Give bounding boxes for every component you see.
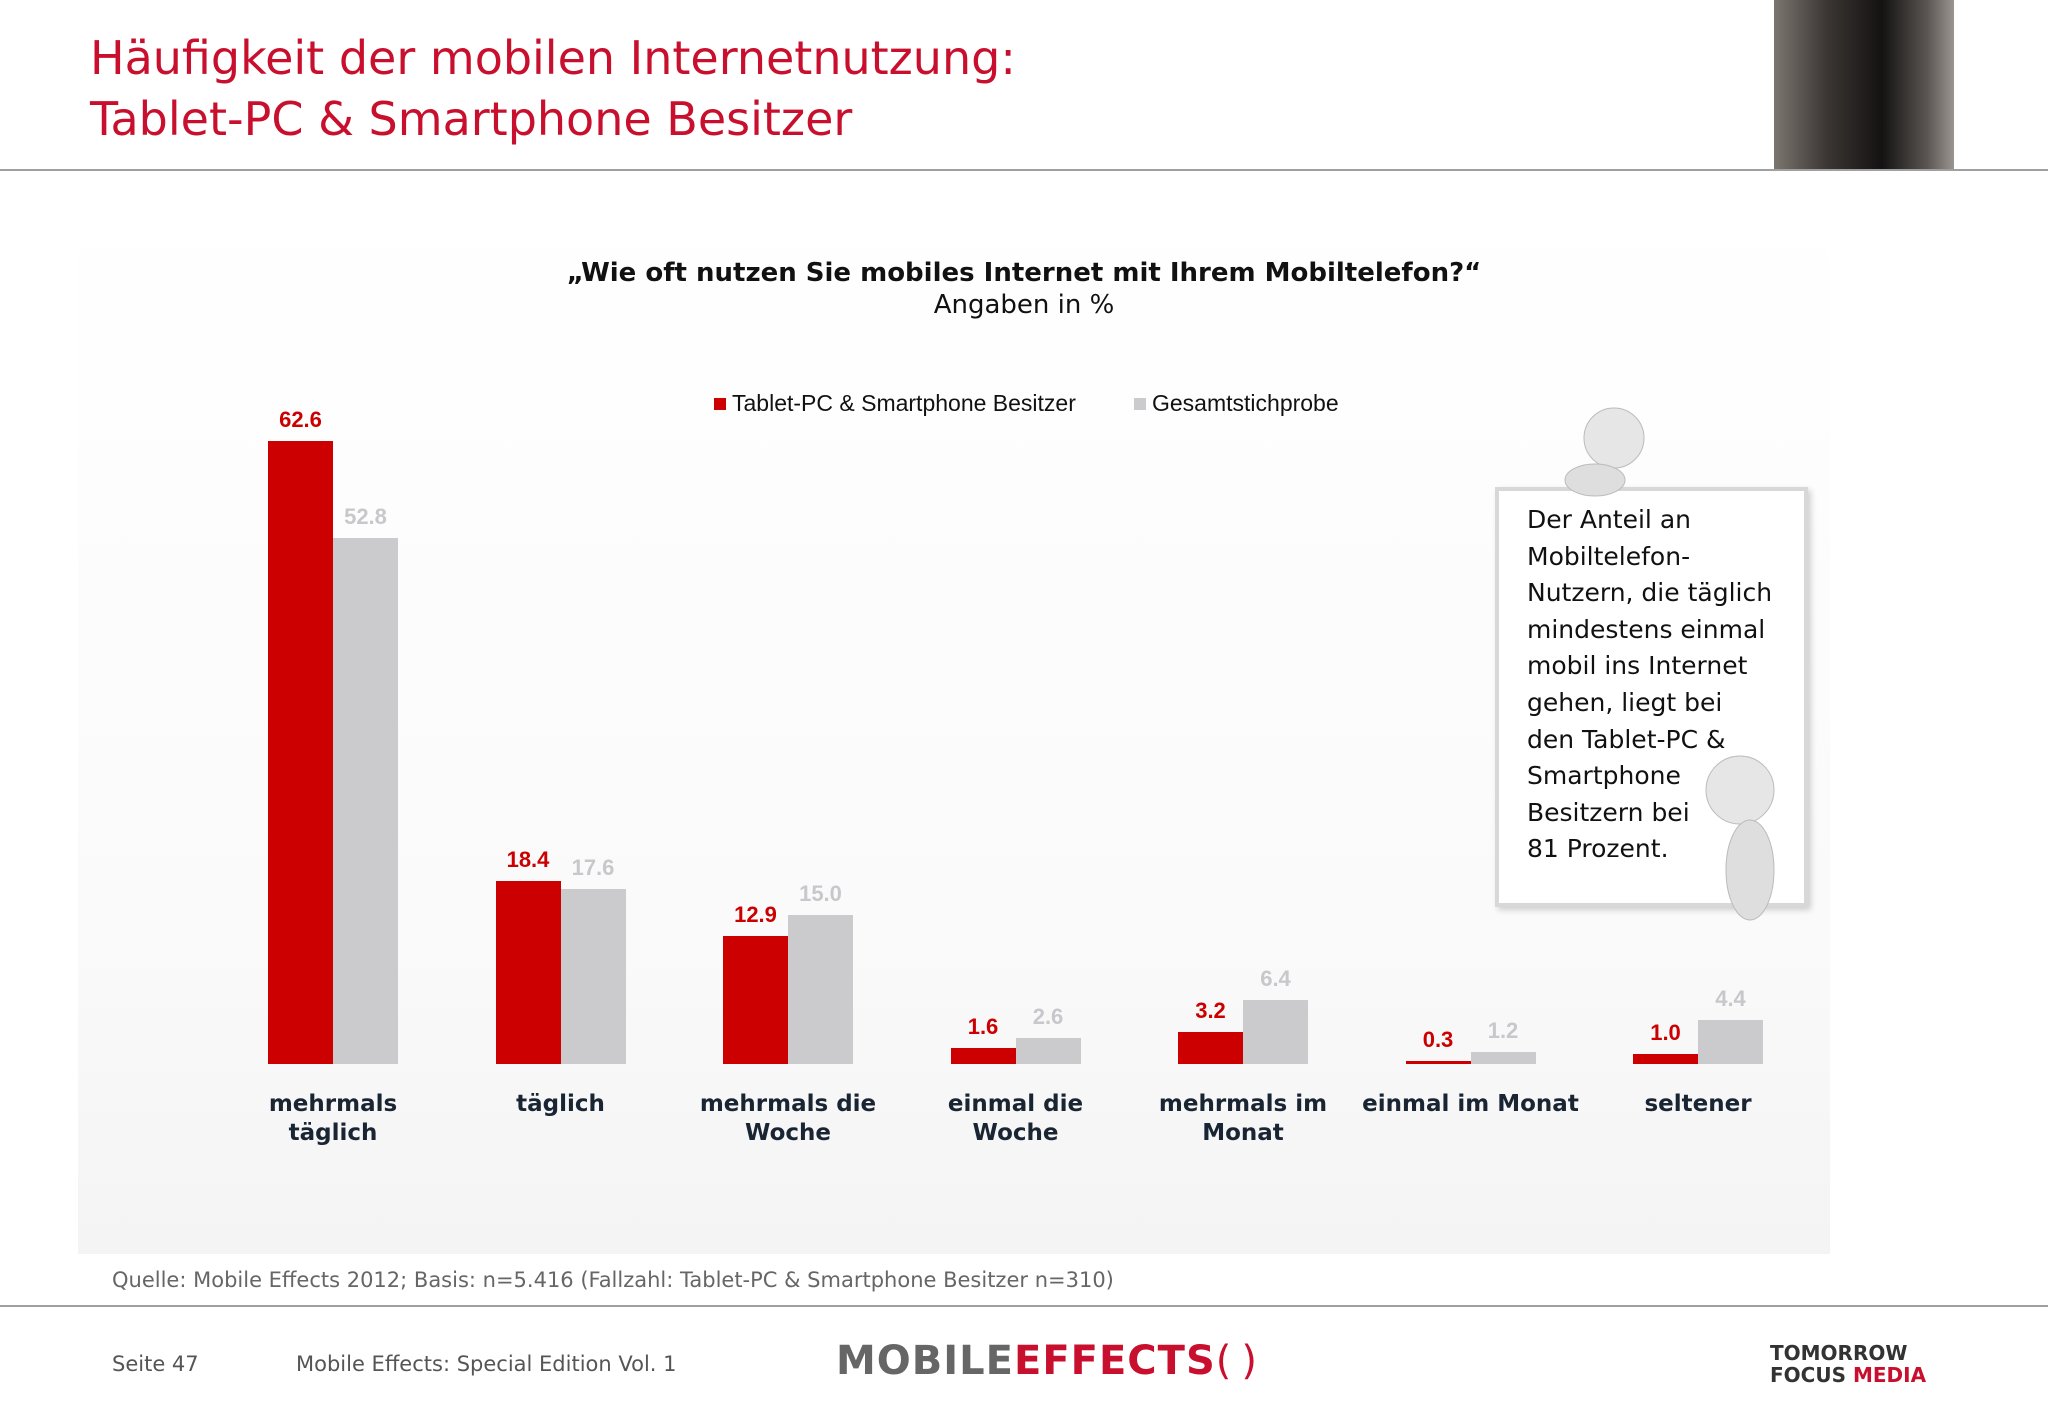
bar <box>1178 1032 1243 1064</box>
bar <box>1470 1052 1536 1064</box>
header-photo <box>1774 0 1954 170</box>
slide-title: Häufigkeit der mobilen Internetnutzung: … <box>90 28 1016 150</box>
x-tick-label: seltener <box>1644 1091 1752 1117</box>
title-line: Häufigkeit der mobilen Internetnutzung: <box>90 31 1016 85</box>
x-tick-label: mehrmals die Woche <box>699 1091 877 1146</box>
logo-word: EFFECTS <box>1014 1338 1216 1384</box>
bar <box>333 538 398 1064</box>
legend-item: Gesamtstichprobe <box>1134 390 1339 417</box>
page-number: Seite 47 <box>112 1352 199 1376</box>
legend-item: Tablet-PC & Smartphone Besitzer <box>714 390 1076 417</box>
value-label: 18.4 <box>506 846 550 872</box>
bar <box>1698 1020 1763 1064</box>
bar <box>1243 1000 1308 1064</box>
bar <box>1405 1061 1471 1064</box>
chart-title: „Wie oft nutzen Sie mobiles Internet mit… <box>566 258 1482 288</box>
x-tick-label: einmal im Monat <box>1362 1091 1579 1117</box>
legend-swatch <box>714 397 726 410</box>
bar <box>560 888 626 1064</box>
value-label: 62.6 <box>279 406 322 432</box>
value-label: 1.2 <box>1487 1018 1519 1044</box>
bar <box>1015 1038 1081 1064</box>
x-tick-label: einmal die Woche <box>947 1091 1084 1146</box>
x-tick-label: täglich <box>516 1091 605 1117</box>
figure-body <box>1564 463 1626 497</box>
logo-tfm: TOMORROW FOCUS MEDIA <box>1770 1342 1926 1386</box>
value-label: 17.6 <box>571 854 615 880</box>
figure-body <box>1725 819 1775 921</box>
bar <box>723 935 788 1064</box>
value-label: 2.6 <box>1032 1004 1064 1030</box>
logo-word: TOMORROW <box>1770 1341 1908 1365</box>
callout-text: Der Anteil an Mobiltelefon- Nutzern, die… <box>1527 505 1773 864</box>
x-tick-label: mehrmals täglich <box>268 1091 398 1146</box>
bar <box>495 880 561 1064</box>
bar <box>1633 1054 1698 1064</box>
value-label: 3.2 <box>1195 998 1226 1024</box>
legend-swatch <box>1134 397 1146 410</box>
value-label: 52.8 <box>344 504 387 530</box>
value-label: 4.4 <box>1715 986 1746 1012</box>
value-label: 1.0 <box>1650 1020 1681 1046</box>
logo-line: FOCUS MEDIA <box>1770 1364 1926 1386</box>
chart-subtitle: Angaben in % <box>933 290 1115 320</box>
publication: Mobile Effects: Special Edition Vol. 1 <box>296 1352 677 1376</box>
logo-word: MOBILE <box>836 1338 1014 1384</box>
bar <box>950 1048 1016 1064</box>
figures <box>1564 407 1775 921</box>
bar <box>788 914 853 1064</box>
value-label: 6.4 <box>1260 966 1291 992</box>
value-label: 12.9 <box>734 901 777 927</box>
logo: MOBILEEFFECTS( ) <box>836 1338 1258 1384</box>
value-label: 0.3 <box>1422 1027 1454 1052</box>
value-label: 1.6 <box>967 1014 999 1040</box>
header-rule <box>0 169 2048 171</box>
value-label: 15.0 <box>799 880 842 906</box>
bar <box>268 440 333 1064</box>
logo-word: MEDIA <box>1852 1363 1927 1387</box>
logo-mark: ( ) <box>1215 1338 1258 1384</box>
figure-head <box>1583 407 1645 469</box>
title-line: Tablet-PC & Smartphone Besitzer <box>90 92 853 146</box>
x-tick-label: mehrmals im Monat <box>1158 1091 1328 1146</box>
legend-label: Gesamtstichprobe <box>1152 390 1339 416</box>
legend-label: Tablet-PC & Smartphone Besitzer <box>732 390 1076 416</box>
logo-word: FOCUS <box>1770 1363 1846 1387</box>
footer-rule <box>0 1305 2048 1307</box>
source: Quelle: Mobile Effects 2012; Basis: n=5.… <box>112 1268 1114 1292</box>
